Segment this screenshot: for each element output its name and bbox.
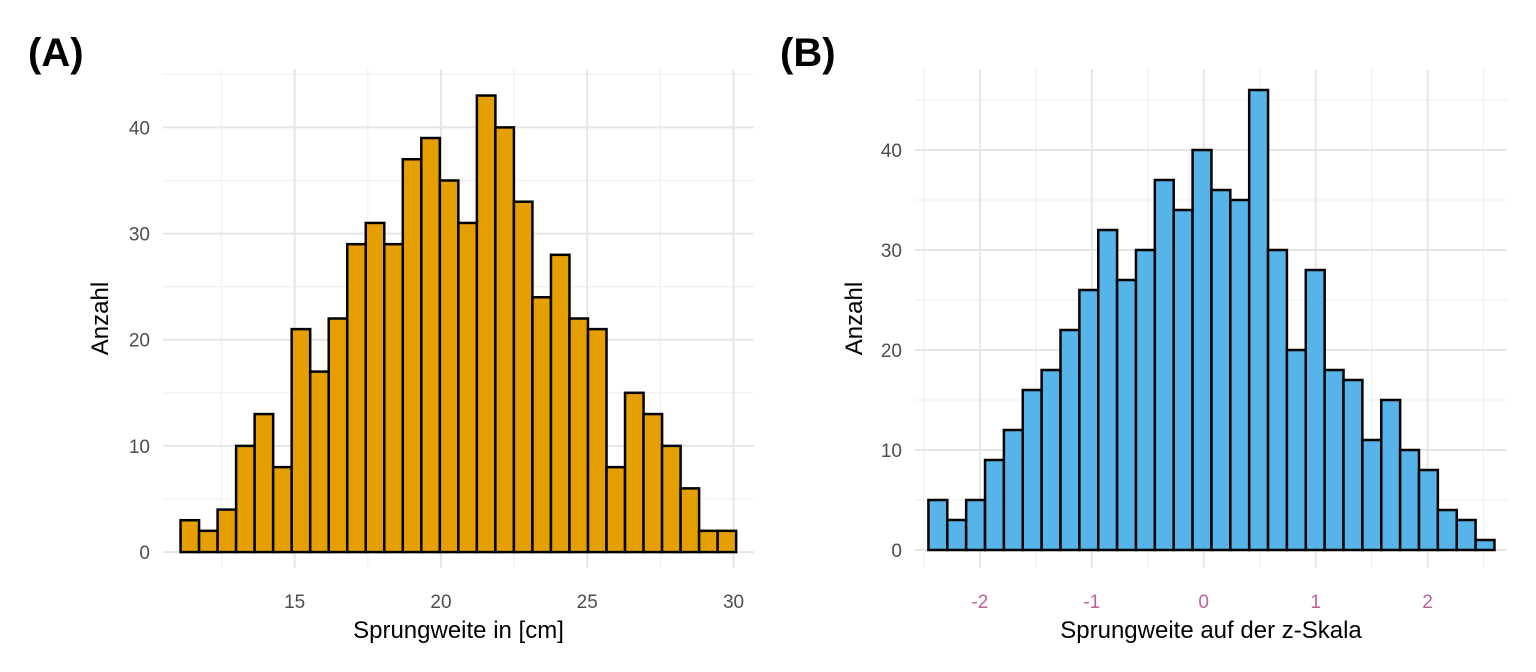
histogram-bar <box>605 465 627 554</box>
histogram-bar <box>197 529 219 554</box>
y-axis-title: Anzahl <box>87 282 114 355</box>
x-tick-label: -2 <box>971 592 988 613</box>
histogram-bar <box>290 327 312 554</box>
histogram-bar <box>494 126 516 554</box>
histogram-bar <box>271 465 293 554</box>
histogram-bar <box>1342 378 1364 552</box>
histogram-bar <box>327 317 349 554</box>
bars <box>927 88 1496 552</box>
y-tick-label: 20 <box>129 331 150 352</box>
y-tick-label: 10 <box>129 437 150 458</box>
histogram-bar <box>1436 508 1458 552</box>
x-tick-label: 0 <box>1198 592 1209 613</box>
y-axis-title: Anzahl <box>841 282 868 355</box>
histogram-bar <box>1021 388 1043 552</box>
histogram-bar <box>1417 468 1440 552</box>
histogram-bar <box>623 391 645 554</box>
histogram-bar <box>1096 228 1119 552</box>
histogram-bar <box>1361 438 1383 552</box>
x-axis-title: Sprungweite in [cm] <box>353 617 564 644</box>
histogram-bar <box>586 327 608 554</box>
histogram-bar <box>1210 188 1232 552</box>
x-tick-label: 15 <box>284 592 305 613</box>
histogram-bar <box>716 529 738 554</box>
histogram-bar <box>345 242 368 554</box>
histogram-panel-a: 0 10 20 30 40 15 20 25 30 Sprungweite in [cm] Anza… <box>28 31 754 644</box>
x-tick-label: 30 <box>723 592 744 613</box>
histogram-bar <box>512 200 534 554</box>
bars <box>179 94 738 554</box>
x-axis-title: Sprungweite auf der z-Skala <box>1060 617 1362 644</box>
histogram-bar <box>1059 328 1081 552</box>
histogram-bar <box>927 498 949 552</box>
histogram-bar <box>1474 538 1496 552</box>
histogram-bar <box>1191 148 1213 552</box>
histogram-bar <box>401 157 423 554</box>
y-tick-label: 40 <box>129 118 150 139</box>
panel-label: (B) <box>780 31 836 75</box>
histogram-bar <box>1002 428 1025 552</box>
y-tick-label: 30 <box>129 225 150 246</box>
histogram-bar <box>420 136 442 554</box>
y-tick-label: 30 <box>881 241 902 262</box>
histogram-bar <box>1285 348 1308 552</box>
histogram-bar <box>383 242 405 554</box>
histogram-bar <box>1040 368 1062 552</box>
histogram-bar <box>1304 268 1326 552</box>
histogram-bar <box>179 518 201 554</box>
histogram-bar <box>983 458 1006 552</box>
histogram-bar <box>642 412 664 554</box>
x-tick-label: 2 <box>1422 592 1433 613</box>
histogram-bar <box>549 253 571 554</box>
histogram-bar <box>679 487 701 554</box>
x-tick-label: -1 <box>1083 592 1100 613</box>
histogram-bar <box>438 179 460 554</box>
histogram-bar <box>1380 398 1402 552</box>
y-tick-label: 10 <box>881 441 902 462</box>
histogram-panel-b: 0 10 20 30 40 -2 -1 0 1 2 Sprungweite auf der z-Sk… <box>780 31 1507 644</box>
histogram-bar <box>946 518 968 552</box>
histogram-bar <box>964 498 987 552</box>
x-tick-label: 1 <box>1310 592 1321 613</box>
histogram-bar <box>660 444 682 554</box>
histogram-bar <box>568 317 590 554</box>
histogram-bar <box>457 221 479 554</box>
histogram-bar <box>308 370 330 554</box>
histogram-bar <box>1455 518 1477 552</box>
histogram-bar <box>1172 208 1194 552</box>
histogram-bar <box>1115 278 1138 552</box>
histogram-bar <box>234 444 256 554</box>
y-tick-label: 0 <box>891 541 902 562</box>
histogram-bar <box>697 529 719 554</box>
y-tick-label: 20 <box>881 341 902 362</box>
histogram-bar <box>1229 198 1251 552</box>
histogram-bar <box>1323 368 1345 552</box>
histogram-bar <box>253 412 275 554</box>
histogram-bar <box>1153 178 1175 552</box>
y-tick-label: 40 <box>881 141 902 162</box>
panel-label: (A) <box>28 31 84 75</box>
histogram-bar <box>1398 448 1421 552</box>
histogram-bar <box>475 94 497 554</box>
histogram-bar <box>1247 88 1270 552</box>
histogram-bar <box>1266 248 1289 552</box>
x-tick-label: 20 <box>430 592 451 613</box>
histogram-bar <box>216 508 238 554</box>
histogram-bar <box>1134 248 1157 552</box>
histogram-bar <box>364 221 386 554</box>
histogram-bar <box>1078 288 1100 552</box>
y-tick-label: 0 <box>139 543 150 564</box>
x-tick-label: 25 <box>577 592 598 613</box>
histogram-bar <box>531 296 553 554</box>
